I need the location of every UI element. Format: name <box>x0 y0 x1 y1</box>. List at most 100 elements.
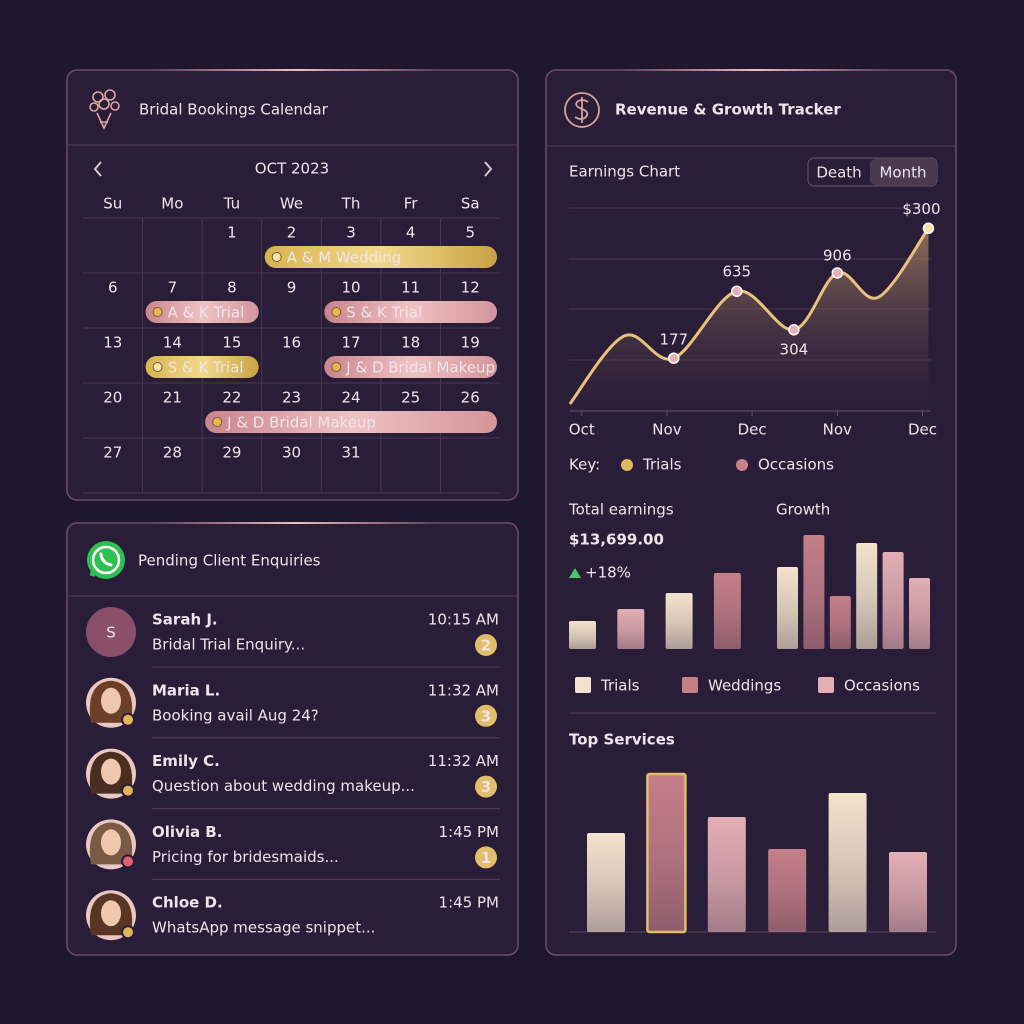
message: Bridal Trial Enquiry... <box>152 636 305 654</box>
day-number: 18 <box>401 334 420 352</box>
day-number: 23 <box>282 389 301 407</box>
event-dot <box>152 307 163 317</box>
toggle-option[interactable]: Death <box>816 164 861 182</box>
panel-glow <box>150 69 440 71</box>
panel-glow <box>620 69 890 71</box>
earnings-title: Earnings Chart <box>569 163 680 181</box>
key-dot <box>621 459 633 471</box>
enquiries-title: Pending Client Enquiries <box>138 552 321 570</box>
event-dot <box>271 252 282 262</box>
panel-glow <box>150 522 440 524</box>
key-label: Key: <box>569 456 600 474</box>
point-label: 304 <box>780 340 809 358</box>
revenue-title: Revenue & Growth Tracker <box>615 101 841 119</box>
legend-item: Trials <box>600 677 640 695</box>
avatar-face <box>101 758 121 785</box>
avatar-face <box>101 687 121 714</box>
message: Booking avail Aug 24? <box>152 706 319 724</box>
time: 11:32 AM <box>428 752 499 770</box>
day-number: 24 <box>342 389 361 407</box>
event-label: A & M Wedding <box>287 249 402 267</box>
prev-month[interactable] <box>93 161 102 177</box>
bar <box>587 833 625 932</box>
message: Pricing for bridesmaids... <box>152 848 339 866</box>
event-bar[interactable] <box>205 411 497 433</box>
growth-title: Growth <box>776 501 830 519</box>
bar <box>707 817 746 932</box>
next-month[interactable] <box>484 161 493 177</box>
bar <box>803 535 825 649</box>
client-name[interactable]: Sarah J. <box>152 611 218 629</box>
day-number: 5 <box>465 224 475 242</box>
point <box>668 352 680 364</box>
legend-swatch <box>818 677 834 693</box>
x-tick-label: Dec <box>908 421 937 439</box>
point-label: 635 <box>722 263 751 281</box>
total-change: +18% <box>585 564 631 582</box>
message: Question about wedding makeup... <box>152 777 415 795</box>
event-label: S & K Trial <box>168 359 244 377</box>
toggle-option[interactable]: Month <box>879 164 926 182</box>
event-dot <box>212 417 223 427</box>
legend-swatch <box>575 677 591 693</box>
bar <box>856 543 878 649</box>
day-number: 16 <box>282 334 301 352</box>
day-number: 11 <box>401 279 420 297</box>
day-number: 10 <box>342 279 361 297</box>
event-bar[interactable] <box>145 301 259 323</box>
badge <box>475 634 497 656</box>
bar <box>569 621 596 649</box>
day-number: 29 <box>222 444 241 462</box>
day-number: 21 <box>163 389 182 407</box>
bar <box>889 852 927 932</box>
day-number: 6 <box>108 279 118 297</box>
client-name[interactable]: Olivia B. <box>152 823 222 841</box>
day-number: 28 <box>163 444 182 462</box>
top-services-title: Top Services <box>569 731 675 749</box>
weekday: Tu <box>223 195 240 213</box>
point <box>831 267 844 279</box>
avatar-initial: S <box>106 624 116 642</box>
event-bar[interactable] <box>324 356 497 378</box>
bar <box>713 573 741 649</box>
event-label: J & D Bridal Makeup <box>345 359 495 377</box>
event-bar[interactable] <box>145 356 259 378</box>
client-name[interactable]: Emily C. <box>152 752 220 770</box>
bar <box>909 578 930 649</box>
client-name[interactable]: Maria L. <box>152 681 220 699</box>
day-number: 9 <box>287 279 297 297</box>
status-dot <box>121 854 135 869</box>
day-number: 1 <box>227 224 237 242</box>
day-number: 14 <box>163 334 182 352</box>
up-arrow <box>569 568 581 578</box>
status-dot <box>121 783 135 798</box>
time: 11:32 AM <box>428 681 499 699</box>
dollar-icon <box>564 92 600 128</box>
weekday: Su <box>103 195 122 213</box>
earnings-line <box>568 227 930 405</box>
bar <box>665 593 693 649</box>
client-name[interactable]: Chloe D. <box>152 894 223 912</box>
whatsapp-icon <box>87 541 125 579</box>
x-tick-label: Nov <box>652 421 681 439</box>
message: WhatsApp message snippet... <box>152 919 375 937</box>
x-tick-label: Dec <box>738 421 767 439</box>
day-number: 22 <box>222 389 241 407</box>
badge-count: 1 <box>481 849 491 867</box>
day-number: 2 <box>287 224 297 242</box>
bar <box>617 609 645 649</box>
event-dot <box>331 362 342 372</box>
bar <box>768 849 807 932</box>
legend-swatch <box>682 677 698 693</box>
day-number: 17 <box>342 334 361 352</box>
badge <box>475 846 497 869</box>
time: 10:15 AM <box>428 611 499 629</box>
key-dot <box>736 459 748 471</box>
bar <box>829 596 851 649</box>
event-bar[interactable] <box>264 246 497 268</box>
event-bar[interactable] <box>324 301 497 323</box>
point <box>788 324 800 336</box>
key-item: Occasions <box>758 456 834 474</box>
weekday: Fr <box>404 195 419 213</box>
event-label: J & D Bridal Makeup <box>226 414 376 432</box>
